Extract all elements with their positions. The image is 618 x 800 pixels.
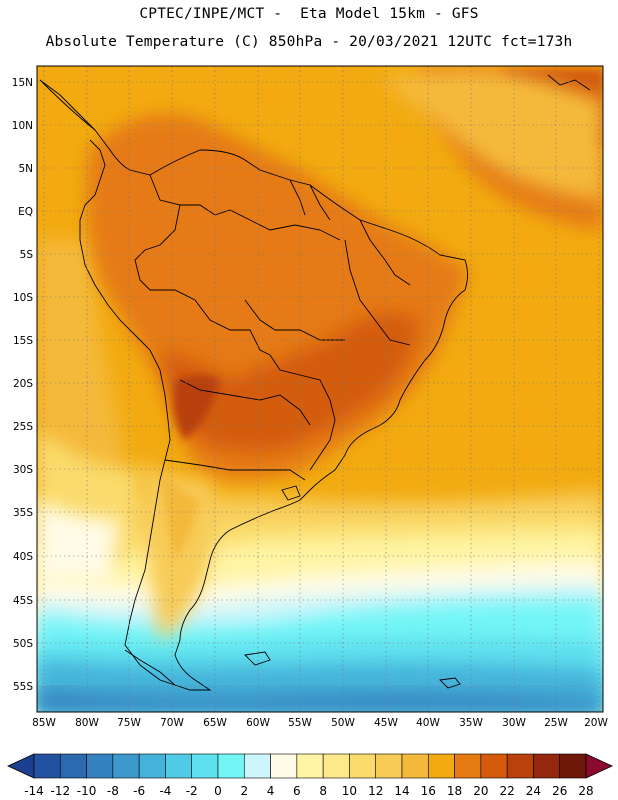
lon-label: 65W bbox=[203, 717, 227, 729]
legend-label: 8 bbox=[319, 784, 327, 798]
legend-swatch bbox=[217, 753, 245, 779]
legend-swatch bbox=[375, 753, 403, 779]
lat-label: 5S bbox=[20, 249, 34, 261]
legend-swatch bbox=[59, 753, 87, 779]
legend-swatch bbox=[191, 753, 219, 779]
lat-label: 40S bbox=[13, 551, 33, 563]
color-legend: -14 -12 -10 -8 -6 -4 -2 0 2 4 6 8 10 12 14 16 18 20 22 24 26… bbox=[7, 753, 613, 798]
lat-label: 50S bbox=[13, 638, 33, 650]
legend-label: 14 bbox=[394, 784, 409, 798]
legend-label: 22 bbox=[499, 784, 514, 798]
legend-swatch bbox=[243, 753, 271, 779]
legend-swatch bbox=[322, 753, 350, 779]
legend-swatch bbox=[559, 753, 587, 779]
legend-swatch bbox=[165, 753, 193, 779]
legend-swatch bbox=[270, 753, 298, 779]
legend-label: 24 bbox=[526, 784, 541, 798]
legend-swatches bbox=[33, 753, 587, 779]
lon-label: 50W bbox=[331, 717, 355, 729]
legend-label: 28 bbox=[578, 784, 593, 798]
lat-label: 45S bbox=[13, 595, 33, 607]
legend-swatch bbox=[506, 753, 534, 779]
map-title-line-1: CPTEC/INPE/MCT - Eta Model 15km - GFS bbox=[139, 6, 479, 22]
legend-label: -12 bbox=[50, 784, 70, 798]
legend-swatch bbox=[33, 753, 61, 779]
lat-label: 55S bbox=[13, 681, 33, 693]
legend-label: -6 bbox=[133, 784, 145, 798]
legend-swatch bbox=[427, 753, 455, 779]
coastlines-and-borders bbox=[39, 74, 591, 691]
legend-label: -4 bbox=[159, 784, 171, 798]
legend-swatch bbox=[138, 753, 166, 779]
lat-label: 35S bbox=[13, 507, 33, 519]
lat-label: 30S bbox=[13, 464, 33, 476]
lon-label: 70W bbox=[160, 717, 184, 729]
lon-label: 20W bbox=[584, 717, 608, 729]
legend-swatch bbox=[454, 753, 482, 779]
lon-label: 80W bbox=[75, 717, 99, 729]
map-frame bbox=[36, 65, 604, 713]
legend-label: 4 bbox=[267, 784, 275, 798]
lon-label: 45W bbox=[374, 717, 398, 729]
legend-swatch bbox=[480, 753, 508, 779]
legend-label: -14 bbox=[24, 784, 44, 798]
legend-label: 12 bbox=[368, 784, 383, 798]
lon-label: 55W bbox=[288, 717, 312, 729]
lat-label: 10N bbox=[12, 120, 33, 132]
lat-label: 20S bbox=[13, 378, 33, 390]
latitude-labels: 15N 10N 5N EQ 5S 10S 15S 20S 25S 30S 35S… bbox=[12, 77, 34, 693]
map-title-line-2: Absolute Temperature (C) 850hPa - 20/03/… bbox=[45, 34, 573, 50]
lat-label: 5N bbox=[18, 163, 33, 175]
legend-label: 18 bbox=[447, 784, 462, 798]
legend-swatch bbox=[86, 753, 114, 779]
longitude-labels: 85W 80W 75W 70W 65W 60W 55W 50W 45W 40W … bbox=[32, 717, 608, 729]
legend-swatch bbox=[401, 753, 429, 779]
lon-label: 85W bbox=[32, 717, 56, 729]
legend-label: 0 bbox=[214, 784, 222, 798]
legend-label: -10 bbox=[77, 784, 97, 798]
legend-label: 26 bbox=[552, 784, 567, 798]
legend-swatch bbox=[112, 753, 140, 779]
legend-swatch bbox=[349, 753, 377, 779]
legend-swatch bbox=[533, 753, 561, 779]
lat-label: 10S bbox=[13, 292, 33, 304]
map-field bbox=[37, 66, 603, 712]
lat-label: EQ bbox=[18, 206, 33, 218]
legend-label: 10 bbox=[342, 784, 357, 798]
legend-label: -8 bbox=[107, 784, 119, 798]
lat-label: 15S bbox=[13, 335, 33, 347]
legend-swatch bbox=[296, 753, 324, 779]
legend-label: 6 bbox=[293, 784, 301, 798]
lat-label: 15N bbox=[12, 77, 33, 89]
legend-left-arrow bbox=[7, 753, 35, 779]
legend-label: 20 bbox=[473, 784, 488, 798]
lon-label: 25W bbox=[544, 717, 568, 729]
legend-labels: -14 -12 -10 -8 -6 -4 -2 0 2 4 6 8 10 12 14 16 18 20 22 24 26… bbox=[24, 784, 593, 798]
lon-label: 60W bbox=[246, 717, 270, 729]
legend-label: -2 bbox=[186, 784, 198, 798]
legend-label: 2 bbox=[240, 784, 248, 798]
legend-right-arrow bbox=[585, 753, 613, 779]
lon-label: 40W bbox=[416, 717, 440, 729]
lon-label: 30W bbox=[502, 717, 526, 729]
legend-label: 16 bbox=[421, 784, 436, 798]
lat-label: 25S bbox=[13, 421, 33, 433]
lon-label: 75W bbox=[117, 717, 141, 729]
lon-label: 35W bbox=[459, 717, 483, 729]
